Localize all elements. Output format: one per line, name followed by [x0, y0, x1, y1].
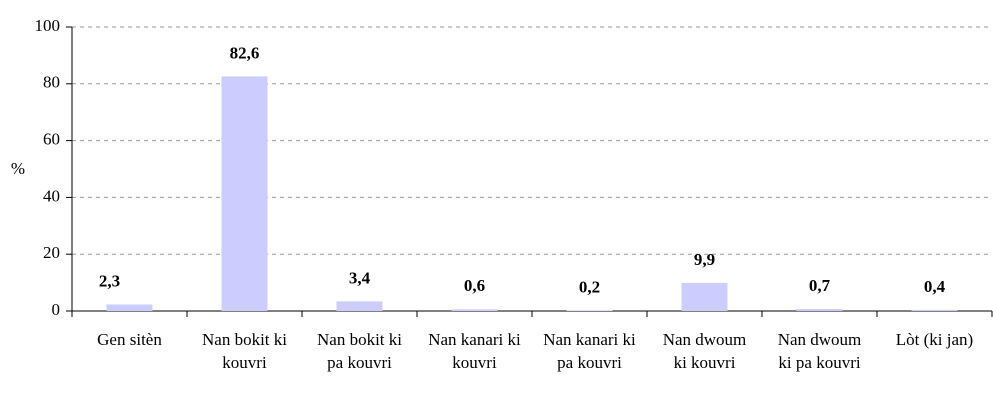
- value-label: 9,9: [694, 250, 715, 269]
- value-label: 0,7: [809, 276, 831, 295]
- value-label: 82,6: [230, 43, 260, 62]
- bar: [451, 309, 498, 311]
- bar: [336, 301, 383, 311]
- bar: [566, 310, 613, 311]
- value-label: 0,4: [924, 277, 946, 296]
- x-tick-label: Nan kanari ki pa kouvri: [543, 330, 636, 372]
- bar: [106, 304, 153, 311]
- bar: [911, 309, 958, 311]
- y-tick-label: 0: [52, 300, 61, 319]
- bar: [681, 282, 728, 311]
- y-tick-label: 100: [35, 16, 61, 35]
- value-label: 0,6: [464, 276, 485, 295]
- x-tick-label: Lòt (ki jan): [895, 330, 974, 349]
- value-label: 3,4: [349, 268, 371, 287]
- bar: [796, 309, 843, 311]
- value-label: 0,2: [579, 277, 600, 296]
- value-label: 2,3: [99, 271, 120, 290]
- x-tick-label: Nan kanari ki kouvri: [428, 330, 521, 372]
- y-tick-label: 20: [43, 243, 60, 262]
- y-tick-label: 40: [43, 186, 60, 205]
- x-tick-label: Nan dwoum ki kouvri: [662, 330, 747, 372]
- y-tick-label: 80: [43, 73, 60, 92]
- x-tick-label: Gen sitèn: [97, 330, 162, 349]
- y-axis-label: %: [11, 159, 25, 178]
- y-tick-label: 60: [43, 130, 60, 149]
- x-tick-label: Nan bokit ki pa kouvri: [317, 330, 402, 372]
- x-tick-label: Nan bokit ki kouvri: [202, 330, 287, 372]
- bar: [221, 76, 268, 311]
- x-tick-label: Nan dwoum ki pa kouvri: [777, 330, 862, 372]
